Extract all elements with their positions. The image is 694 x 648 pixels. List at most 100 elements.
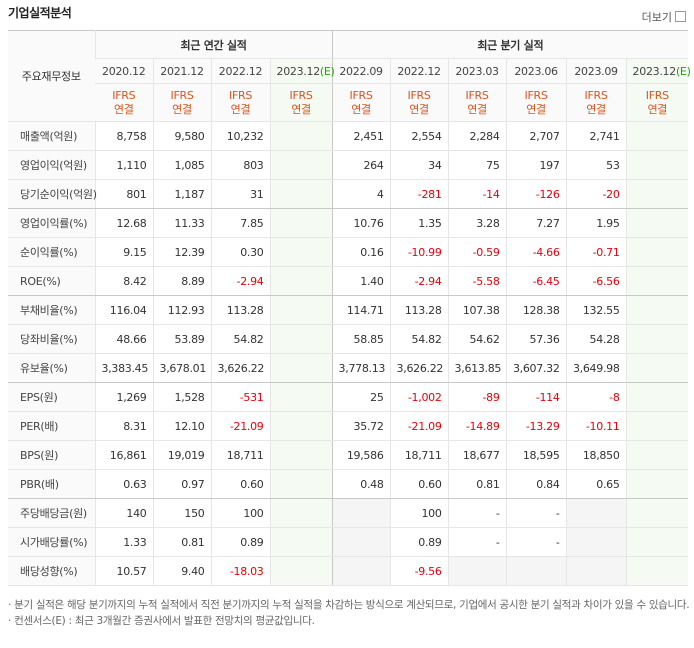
empty-cell	[625, 469, 689, 499]
period-date: 2022.12	[397, 64, 441, 78]
value-cell: 54.82	[389, 324, 449, 354]
empty-cell	[331, 556, 391, 586]
value-cell: 7.27	[505, 208, 567, 238]
value-cell: -0.59	[447, 237, 507, 267]
value-cell: -6.45	[505, 266, 567, 296]
more-icon[interactable]	[675, 11, 686, 22]
value-cell: 58.85	[331, 324, 391, 354]
value-cell: 9.40	[152, 556, 211, 586]
basis-text: 연결	[291, 102, 311, 116]
row-label: 영업이익률(%)	[8, 208, 95, 238]
more-text[interactable]: 더보기	[641, 11, 672, 24]
value-cell: 197	[505, 150, 567, 180]
value-cell: 0.60	[210, 469, 270, 499]
value-cell: 264	[331, 150, 391, 180]
row-label: 유보율(%)	[8, 353, 95, 383]
value-cell: 75	[447, 150, 507, 180]
row-label: 당좌비율(%)	[8, 324, 95, 354]
value-cell: 3,626.22	[389, 353, 449, 383]
data-row: 매출액(억원) 8,758 9,580 10,232 2,451 2,554 2,284 2,…	[8, 121, 689, 151]
value-cell: 12.10	[152, 411, 211, 441]
value-cell: 8.31	[94, 411, 153, 441]
empty-cell	[625, 324, 689, 354]
empty-cell	[625, 179, 689, 209]
value-cell: 112.93	[152, 295, 211, 325]
value-cell: 12.68	[94, 208, 153, 238]
value-cell: 1,269	[94, 382, 153, 412]
empty-cell	[269, 469, 333, 499]
value-cell: 0.16	[331, 237, 391, 267]
value-cell: -6.56	[565, 266, 627, 296]
value-cell: 8.42	[94, 266, 153, 296]
period-header: 2023.12(E)	[269, 58, 335, 84]
empty-cell	[269, 353, 333, 383]
value-cell: -1,002	[389, 382, 449, 412]
basis-text: 연결	[586, 102, 606, 116]
empty-cell	[269, 527, 333, 557]
period-header: 2022.09	[331, 58, 391, 84]
basis-text: 연결	[526, 102, 546, 116]
row-label: 부채비율(%)	[8, 295, 95, 325]
value-cell: -	[447, 498, 507, 528]
value-cell: 1.33	[94, 527, 153, 557]
basis-text: IFRS	[407, 88, 431, 102]
value-cell: 34	[389, 150, 449, 180]
empty-cell	[269, 150, 333, 180]
value-cell: 2,741	[565, 121, 627, 151]
data-row: 부채비율(%) 116.04 112.93 113.28 114.71 113.28 107…	[8, 295, 689, 325]
value-cell: 18,711	[389, 440, 449, 470]
empty-cell	[625, 237, 689, 267]
value-cell: 0.65	[565, 469, 627, 499]
value-cell: 16,861	[94, 440, 153, 470]
value-cell: 801	[94, 179, 153, 209]
value-cell: 2,451	[331, 121, 391, 151]
value-cell: 1.40	[331, 266, 391, 296]
value-cell: 1.95	[565, 208, 627, 238]
value-cell: 3,613.85	[447, 353, 507, 383]
basis-header: IFRS 연결	[269, 83, 333, 122]
basis-text: IFRS	[229, 88, 252, 102]
empty-cell	[565, 498, 627, 528]
empty-cell	[269, 324, 333, 354]
value-cell: -126	[505, 179, 567, 209]
empty-cell	[269, 208, 333, 238]
value-cell: 0.81	[152, 527, 211, 557]
basis-text: 연결	[409, 102, 429, 116]
estimate-mark: (E)	[675, 64, 691, 78]
value-cell: 48.66	[94, 324, 153, 354]
value-cell: 116.04	[94, 295, 153, 325]
empty-cell	[565, 556, 627, 586]
value-cell: 31	[210, 179, 270, 209]
data-row: 당기순이익(억원) 801 1,187 31 4 -281 -14 -126 -20	[8, 179, 689, 209]
value-cell: 107.38	[447, 295, 507, 325]
value-cell: 1,085	[152, 150, 211, 180]
value-cell: 8,758	[94, 121, 153, 151]
value-cell: -114	[505, 382, 567, 412]
value-cell: 54.82	[210, 324, 270, 354]
empty-cell	[625, 208, 689, 238]
value-cell: 10,232	[210, 121, 270, 151]
data-row: 순이익률(%) 9.15 12.39 0.30 0.16 -10.99 -0.59 -4.66…	[8, 237, 689, 267]
data-row: EPS(원) 1,269 1,528 -531 25 -1,002 -89 -114 -8	[8, 382, 689, 412]
more-link[interactable]: 더보기	[642, 9, 686, 25]
value-cell: 0.97	[152, 469, 211, 499]
data-row: 시가배당률(%) 1.33 0.81 0.89 0.89- -	[8, 527, 689, 557]
value-cell: 0.89	[210, 527, 270, 557]
empty-cell	[625, 382, 689, 412]
group-header: 최근 분기 실적	[331, 30, 689, 59]
value-cell: 113.28	[389, 295, 449, 325]
value-cell: 2,707	[505, 121, 567, 151]
value-cell: 10.57	[94, 556, 153, 586]
value-cell: 18,677	[447, 440, 507, 470]
basis-text: 연결	[351, 102, 371, 116]
value-cell: -21.09	[389, 411, 449, 441]
value-cell: 35.72	[331, 411, 391, 441]
basis-text: IFRS	[170, 88, 194, 102]
empty-cell	[625, 556, 689, 586]
value-cell: 803	[210, 150, 270, 180]
estimate-mark: (E)	[319, 64, 335, 78]
empty-cell	[269, 411, 333, 441]
value-cell: 114.71	[331, 295, 391, 325]
value-cell: 1,110	[94, 150, 153, 180]
value-cell: 0.89	[389, 527, 449, 557]
